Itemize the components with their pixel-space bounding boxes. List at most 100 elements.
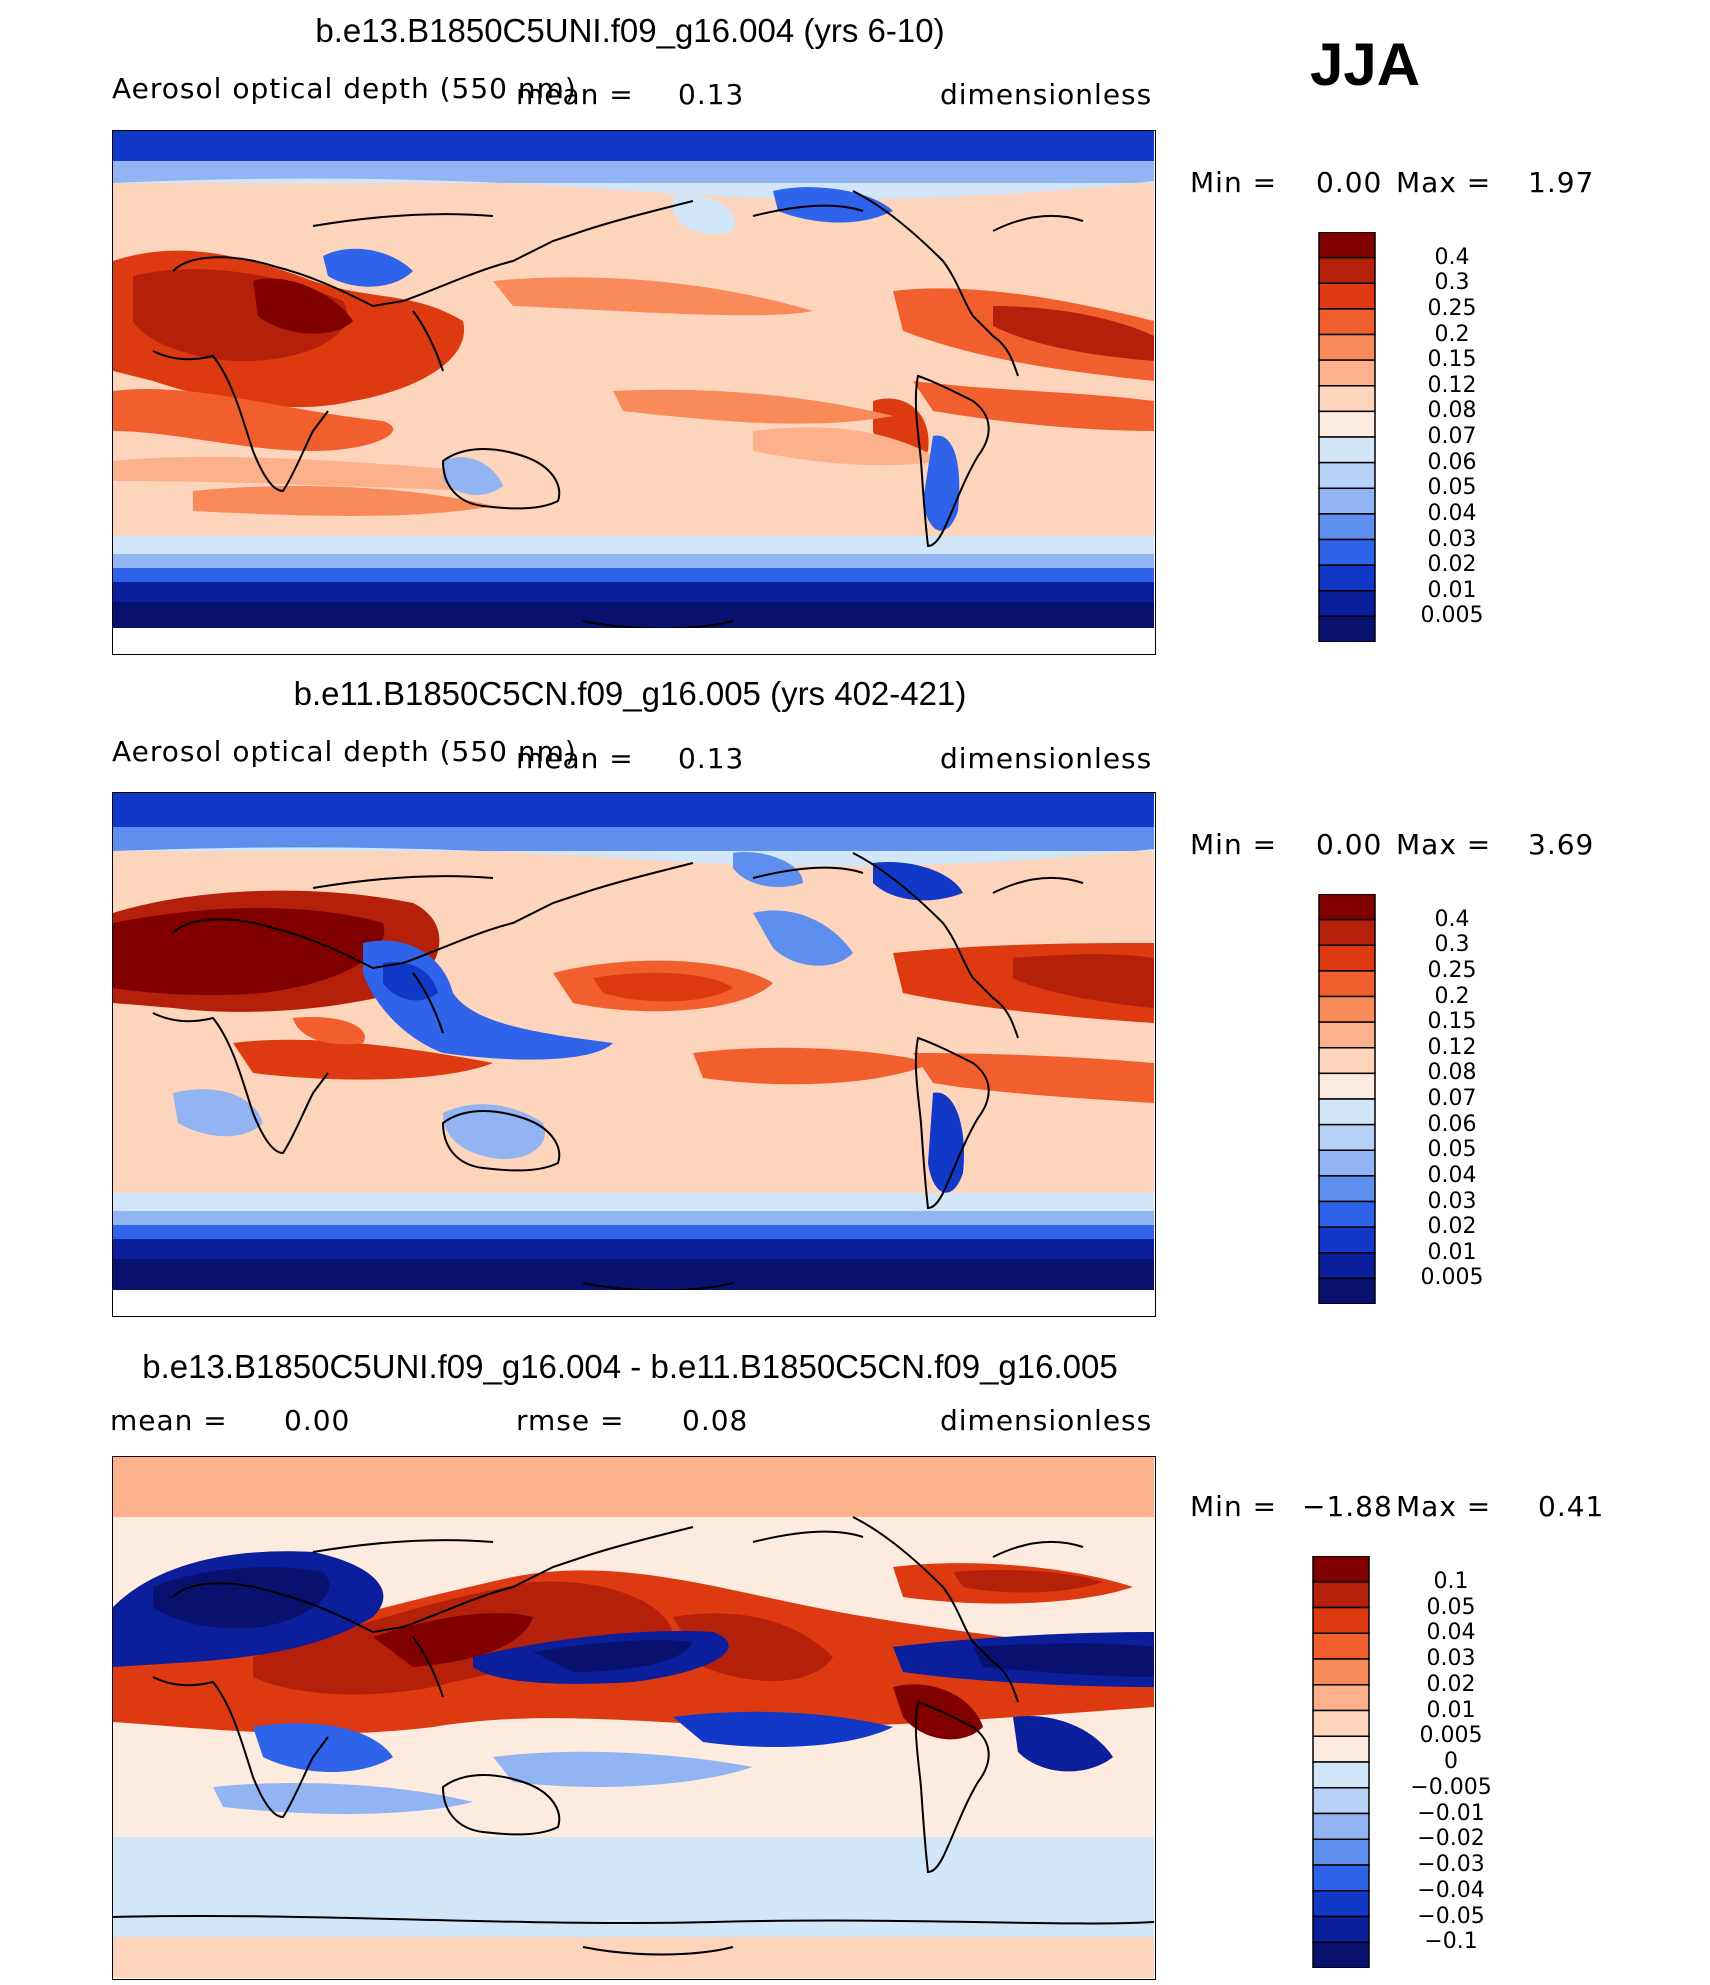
panel-3-colorbar-label: −0.02 xyxy=(1417,1826,1485,1852)
panel-2-colorbar-label: 0.06 xyxy=(1427,1111,1477,1137)
panel-2-colorbar-swatch xyxy=(1318,893,1376,921)
panel-1-colorbar-label: 0.04 xyxy=(1427,500,1477,526)
panel-3-units: dimensionless xyxy=(940,1404,1153,1437)
panel-1-colorbar-svg xyxy=(1318,231,1376,643)
panel-1-colorbar-swatch xyxy=(1318,538,1376,566)
panel-3-colorbar-label: 0.03 xyxy=(1426,1646,1476,1671)
panel-3-colorbar-label: 0.04 xyxy=(1426,1620,1476,1646)
panel-3-colorbar-svg xyxy=(1312,1555,1370,1969)
panel-1-colorbar-label: 0.07 xyxy=(1427,424,1477,449)
panel-3-colorbar-swatch xyxy=(1312,1581,1370,1609)
panel-2-min-label: Min = xyxy=(1190,828,1278,861)
panel-1-colorbar-swatch xyxy=(1318,282,1376,310)
panel-3-colorbar-swatch xyxy=(1312,1787,1370,1815)
panel-2-colorbar-swatch xyxy=(1318,1200,1376,1228)
panel-2-colorbar-label: 0.2 xyxy=(1434,983,1470,1009)
panel-1-colorbar-label: 0.05 xyxy=(1427,475,1477,501)
panel-3-colorbar-label: 0 xyxy=(1444,1749,1458,1774)
panel-2-colorbar-label: 0.03 xyxy=(1427,1188,1477,1214)
panel-3-max-label: Max = xyxy=(1396,1490,1492,1523)
panel-3-colorbar-swatch xyxy=(1312,1941,1370,1969)
panel-3-colorbar-label: −0.1 xyxy=(1424,1929,1478,1955)
panel-1-colorbar-labels: 0.4 0.3 0.25 0.2 0.15 0.12 0.08 0.07 0.06 0.05 0.0… xyxy=(1392,232,1512,642)
panel-1-colorbar-swatch xyxy=(1318,564,1376,592)
panel-1-colorbar-swatch xyxy=(1318,333,1376,361)
panel-2-mean-value: 0.13 xyxy=(678,742,745,775)
panel-2-colorbar-swatch xyxy=(1318,944,1376,972)
panel-3-min-label: Min = xyxy=(1190,1490,1278,1523)
panel-1-colorbar-swatch xyxy=(1318,487,1376,515)
panel-2-colorbar-label: 0.01 xyxy=(1427,1239,1477,1265)
panel-1-colorbar-label: 0.06 xyxy=(1427,449,1477,475)
panel-3-colorbar-label: 0.02 xyxy=(1426,1671,1476,1697)
panel-2-colorbar-label: 0.12 xyxy=(1427,1034,1477,1060)
panel-3-colorbar-swatch xyxy=(1312,1735,1370,1763)
panel-1-colorbar-label: 0.15 xyxy=(1427,347,1477,373)
panel-2-colorbar-swatch xyxy=(1318,970,1376,998)
panel-3-max-value: 0.41 xyxy=(1538,1490,1605,1523)
panel-2-colorbar-swatch xyxy=(1318,1047,1376,1075)
panel-2-colorbar-swatch xyxy=(1318,1149,1376,1177)
panel-3-map xyxy=(112,1456,1156,1980)
panel-3-colorbar-label: −0.01 xyxy=(1417,1800,1485,1826)
panel-3-colorbar-swatch xyxy=(1312,1915,1370,1943)
panel-1-colorbar-label: 0.2 xyxy=(1434,321,1470,347)
panel-1-colorbar-label: 0.005 xyxy=(1420,603,1484,629)
panel-2-colorbar-svg xyxy=(1318,893,1376,1305)
panel-3-colorbar-swatch xyxy=(1312,1890,1370,1918)
panel-3-colorbar-swatch xyxy=(1312,1684,1370,1712)
panel-1-colorbar-label: 0.25 xyxy=(1427,295,1477,321)
panel-3-colorbar-swatch xyxy=(1312,1632,1370,1660)
panel-3-colorbar xyxy=(1312,1555,1370,1969)
panel-2-colorbar-label: 0.4 xyxy=(1434,906,1470,932)
panel-1-min-label: Min = xyxy=(1190,166,1278,199)
panel-2-colorbar-swatch xyxy=(1318,1277,1376,1305)
panel-1-colorbar-label: 0.01 xyxy=(1427,577,1477,603)
panel-1-mean-label: mean = xyxy=(516,78,634,111)
panel-3-colorbar-swatch xyxy=(1312,1761,1370,1789)
season-label: JJA xyxy=(1310,31,1421,98)
panel-2-colorbar-swatch xyxy=(1318,1175,1376,1203)
panel-3-colorbar-label: 0.1 xyxy=(1433,1568,1469,1594)
panel-3-title: b.e13.B1850C5UNI.f09_g16.004 - b.e11.B18… xyxy=(142,1348,1118,1385)
panel-2-colorbar-swatch xyxy=(1318,918,1376,946)
panel-3-colorbar-label: 0.005 xyxy=(1419,1723,1483,1749)
panel-2-colorbar-swatch xyxy=(1318,1021,1376,1049)
panel-1-title: b.e13.B1850C5UNI.f09_g16.004 (yrs 6-10) xyxy=(315,12,945,49)
panel-3-colorbar-swatch xyxy=(1312,1709,1370,1737)
panel-2-colorbar-label: 0.15 xyxy=(1427,1009,1477,1035)
panel-3-mean-label: mean = xyxy=(110,1404,228,1437)
panel-1-max-label: Max = xyxy=(1396,166,1492,199)
panel-1-units: dimensionless xyxy=(940,78,1153,111)
panel-1-max-value: 1.97 xyxy=(1528,166,1595,199)
panel-1-mean-value: 0.13 xyxy=(678,78,745,111)
panel-3-colorbar-label: −0.05 xyxy=(1417,1903,1485,1929)
panel-2-variable: Aerosol optical depth (550 nm) xyxy=(112,735,577,768)
panel-1-colorbar-swatch xyxy=(1318,513,1376,541)
panel-3-colorbar-swatch xyxy=(1312,1606,1370,1634)
panel-1-colorbar-swatch xyxy=(1318,436,1376,464)
panel-2-colorbar-swatch xyxy=(1318,1098,1376,1126)
panel-3-rmse-value: 0.08 xyxy=(682,1404,749,1437)
panel-2-colorbar-label: 0.05 xyxy=(1427,1137,1477,1163)
panel-1-colorbar-label: 0.4 xyxy=(1434,244,1470,270)
panel-2-title: b.e11.B1850C5CN.f09_g16.005 (yrs 402-421… xyxy=(293,675,967,712)
panel-2-colorbar-swatch xyxy=(1318,1252,1376,1280)
panel-2-colorbar-labels: 0.4 0.3 0.25 0.2 0.15 0.12 0.08 0.07 0.06 0.05 0.0… xyxy=(1392,894,1512,1304)
panel-3-mean-value: 0.00 xyxy=(284,1404,351,1437)
panel-3-colorbar-labels: 0.1 0.05 0.04 0.03 0.02 0.01 0.005 0 −0.005 −0.01… xyxy=(1386,1556,1516,1968)
panel-3-min-value: −1.88 xyxy=(1302,1490,1393,1523)
panel-3-colorbar-swatch xyxy=(1312,1864,1370,1892)
panel-2-max-value: 3.69 xyxy=(1528,828,1595,861)
panel-3-colorbar-swatch xyxy=(1312,1555,1370,1583)
panel-2-colorbar-label: 0.07 xyxy=(1427,1086,1477,1111)
panel-3-colorbar-label: −0.03 xyxy=(1417,1852,1485,1877)
panel-1-colorbar-swatch xyxy=(1318,461,1376,489)
panel-2-map xyxy=(112,792,1156,1317)
panel-1-colorbar-swatch xyxy=(1318,590,1376,618)
panel-2-colorbar-label: 0.08 xyxy=(1427,1060,1477,1086)
panel-3-colorbar-label: −0.04 xyxy=(1417,1877,1485,1903)
panel-2-units: dimensionless xyxy=(940,742,1153,775)
panel-1-colorbar-swatch xyxy=(1318,410,1376,438)
panel-3-colorbar-label: −0.005 xyxy=(1410,1774,1492,1800)
